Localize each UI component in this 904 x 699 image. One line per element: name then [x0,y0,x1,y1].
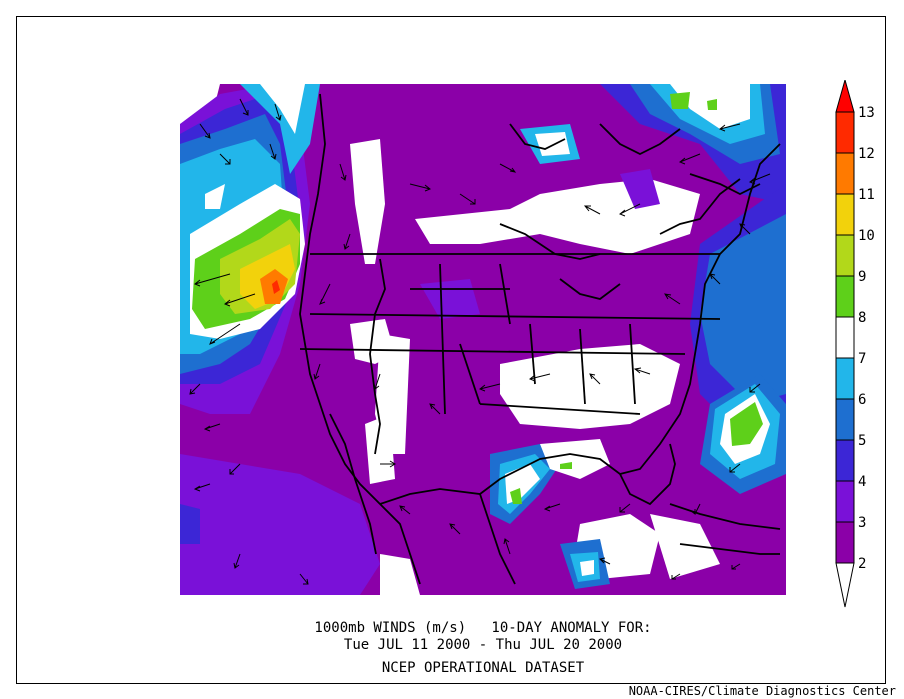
colorbar-bottom-arrow [835,562,855,608]
colorbar-top-arrow [835,78,855,113]
title-line-1: 1000mb WINDS (m/s) 10-DAY ANOMALY FOR: [314,620,652,636]
colorbar-tick-label: 10 [858,228,875,244]
colorbar-tick-label: 7 [858,351,866,367]
colorbar-tick-label: 13 [858,105,875,121]
colorbar-band [835,193,855,236]
colorbar-band [835,316,855,359]
colorbar-tick-label: 8 [858,310,866,326]
title-line-2: Tue JUL 11 2000 - Thu JUL 20 2000 [343,637,623,653]
colorbar-tick-label: 5 [858,433,866,449]
wind-anomaly-map [180,84,786,595]
colorbar-tick-label: 6 [858,392,866,408]
colorbar-tick-label: 3 [858,515,866,531]
colorbar-band [835,111,855,154]
colorbar-band [835,357,855,400]
colorbar-band [835,398,855,441]
colorbar-band [835,234,855,277]
colorbar-band [835,439,855,482]
colorbar-tick-label: 4 [858,474,866,490]
credit-text: NOAA-CIRES/Climate Diagnostics Center [628,684,896,698]
colorbar-tick-label: 12 [858,146,875,162]
colorbar-band [835,152,855,195]
colorbar-tick-label: 9 [858,269,866,285]
colorbar-band [835,521,855,564]
colorbar-band [835,275,855,318]
plot-frame [16,16,886,684]
colorbar-band [835,480,855,523]
colorbar-tick-label: 2 [858,556,866,572]
title-line-3: NCEP OPERATIONAL DATASET [381,660,585,676]
colorbar-tick-label: 11 [858,187,875,203]
colorbar: 13 12 11 10 9 8 7 6 5 4 3 2 [826,78,896,620]
